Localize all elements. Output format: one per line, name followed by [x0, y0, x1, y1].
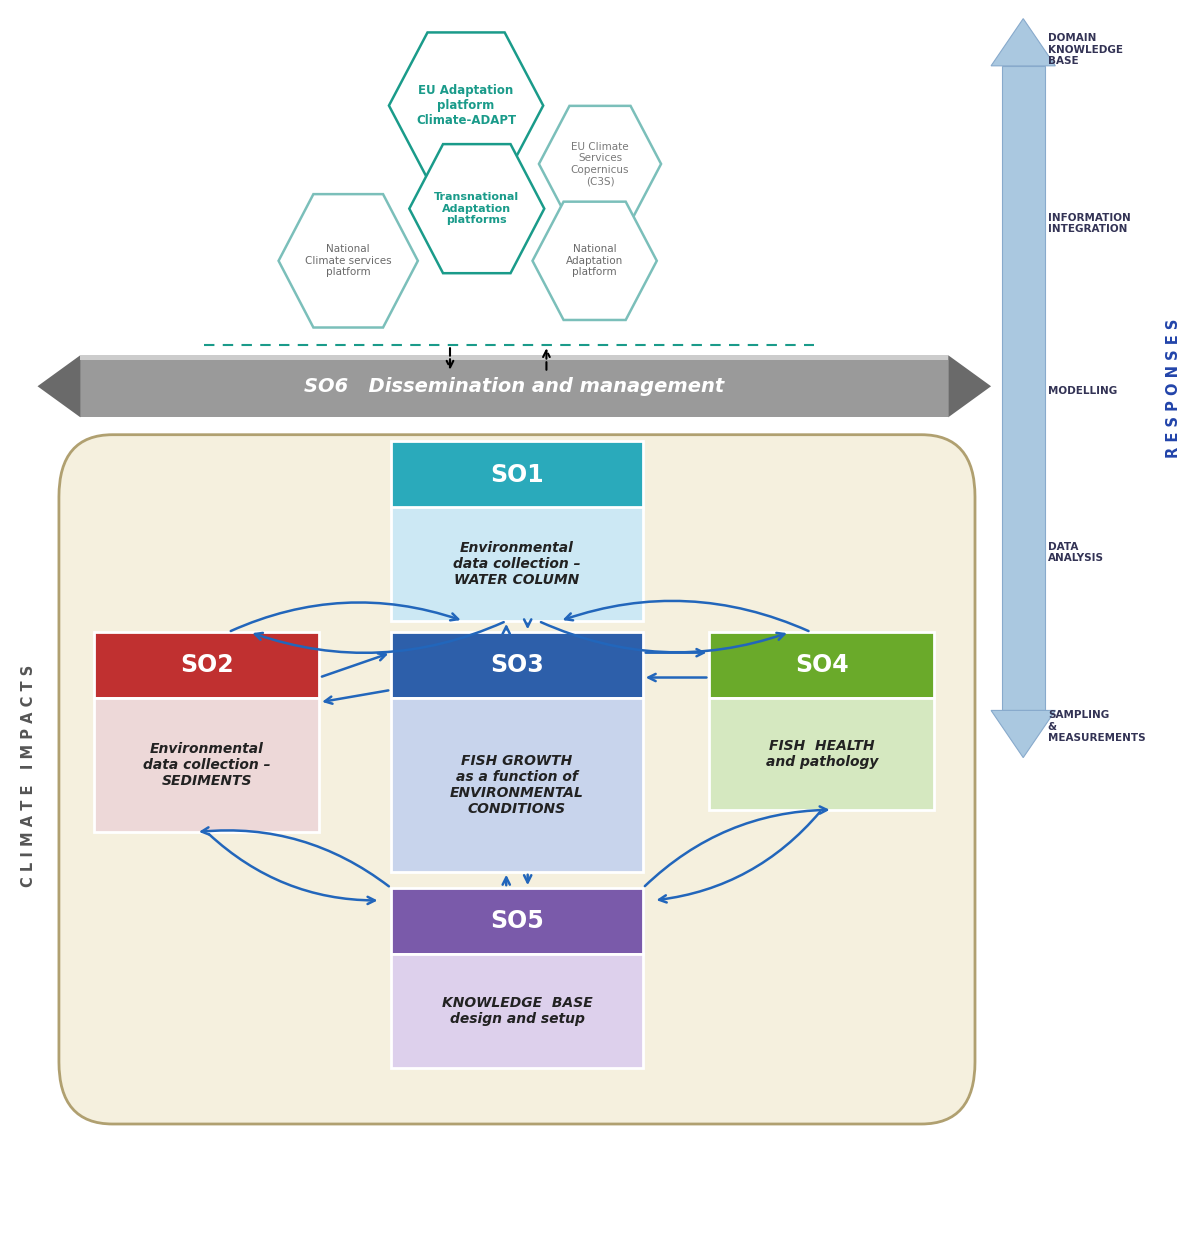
Polygon shape	[991, 19, 1055, 66]
Text: DATA
ANALYSIS: DATA ANALYSIS	[1048, 542, 1104, 564]
Polygon shape	[278, 194, 418, 328]
Text: Environmental
data collection –
WATER COLUMN: Environmental data collection – WATER CO…	[454, 540, 581, 587]
FancyBboxPatch shape	[709, 632, 935, 698]
Text: MODELLING: MODELLING	[1048, 386, 1117, 396]
FancyBboxPatch shape	[95, 698, 319, 832]
FancyBboxPatch shape	[95, 632, 319, 698]
Polygon shape	[948, 355, 991, 417]
Polygon shape	[80, 355, 948, 360]
Polygon shape	[991, 710, 1055, 758]
Text: SO6   Dissemination and management: SO6 Dissemination and management	[304, 376, 725, 396]
Text: INFORMATION
INTEGRATION: INFORMATION INTEGRATION	[1048, 212, 1130, 235]
FancyBboxPatch shape	[391, 698, 643, 872]
Text: SO2: SO2	[180, 653, 234, 677]
Polygon shape	[539, 106, 661, 222]
Text: SO1: SO1	[490, 463, 544, 487]
Polygon shape	[389, 32, 544, 179]
Text: National
Adaptation
platform: National Adaptation platform	[566, 245, 623, 277]
FancyBboxPatch shape	[1002, 66, 1045, 710]
FancyBboxPatch shape	[391, 954, 643, 1068]
Text: Transnational
Adaptation
platforms: Transnational Adaptation platforms	[434, 193, 520, 225]
Polygon shape	[37, 355, 80, 417]
Polygon shape	[409, 144, 545, 273]
Text: SO5: SO5	[490, 909, 544, 933]
Text: FISH GROWTH
as a function of
ENVIRONMENTAL
CONDITIONS: FISH GROWTH as a function of ENVIRONMENT…	[450, 754, 584, 816]
Text: SO4: SO4	[794, 653, 848, 677]
FancyBboxPatch shape	[709, 698, 935, 810]
Text: National
Climate services
platform: National Climate services platform	[305, 245, 391, 277]
FancyBboxPatch shape	[391, 507, 643, 621]
FancyBboxPatch shape	[59, 435, 974, 1124]
Text: SO3: SO3	[490, 653, 544, 677]
FancyBboxPatch shape	[391, 888, 643, 954]
Text: KNOWLEDGE  BASE
design and setup: KNOWLEDGE BASE design and setup	[442, 996, 593, 1026]
Text: Environmental
data collection –
SEDIMENTS: Environmental data collection – SEDIMENT…	[143, 741, 270, 789]
Polygon shape	[533, 201, 656, 320]
FancyBboxPatch shape	[391, 441, 643, 509]
Text: C L I M A T E   I M P A C T S: C L I M A T E I M P A C T S	[22, 666, 36, 887]
Text: FISH  HEALTH
and pathology: FISH HEALTH and pathology	[766, 739, 878, 769]
Polygon shape	[80, 355, 948, 417]
Text: SAMPLING
&
MEASUREMENTS: SAMPLING & MEASUREMENTS	[1048, 710, 1146, 743]
Text: EU Climate
Services
Copernicus
(C3S): EU Climate Services Copernicus (C3S)	[571, 142, 629, 186]
Text: DOMAIN
KNOWLEDGE
BASE: DOMAIN KNOWLEDGE BASE	[1048, 34, 1123, 66]
Text: EU Adaptation
platform
Climate-ADAPT: EU Adaptation platform Climate-ADAPT	[416, 84, 516, 127]
FancyBboxPatch shape	[391, 632, 643, 698]
Text: R E S P O N S E S: R E S P O N S E S	[1165, 318, 1181, 458]
